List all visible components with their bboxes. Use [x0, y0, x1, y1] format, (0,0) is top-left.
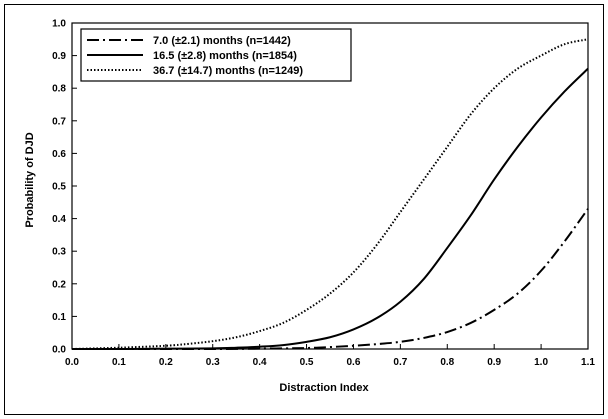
- x-tick-label: 0.8: [440, 357, 454, 368]
- legend-label-1: 7.0 (±2.1) months (n=1442): [153, 35, 291, 47]
- legend: 7.0 (±2.1) months (n=1442) 16.5 (±2.8) mo…: [80, 28, 352, 82]
- chart-frame: 0.0 0.1 0.2 0.3 0.4 0.5 0.6 0.7 0.8 0.9 1.0 1.1 0.0 0…: [4, 4, 604, 415]
- x-tick-label: 0.2: [159, 357, 173, 368]
- y-tick-label: 0.0: [52, 345, 66, 356]
- series-line-3: [71, 38, 589, 350]
- y-tick-label: 0.5: [52, 182, 66, 193]
- legend-label-2: 16.5 (±2.8) months (n=1854): [153, 50, 297, 62]
- x-tick-label: 0.1: [112, 357, 126, 368]
- series-lines: [71, 38, 589, 351]
- x-axis-title: Distraction Index: [279, 382, 369, 394]
- x-tick-label: 1.0: [534, 357, 548, 368]
- y-tick-label: 0.1: [52, 312, 66, 323]
- x-tick-label: 0.9: [487, 357, 501, 368]
- y-tick-label: 0.6: [52, 149, 66, 160]
- y-tick-label: 0.4: [52, 214, 66, 225]
- series-line-1: [71, 208, 589, 351]
- x-tick-label: 0.0: [65, 357, 79, 368]
- y-tick-label: 0.7: [52, 116, 66, 127]
- y-axis-title: Probability of DJD: [24, 132, 36, 227]
- tick-labels: 0.0 0.1 0.2 0.3 0.4 0.5 0.6 0.7 0.8 0.9 1.0 1.1 0.0 0…: [52, 19, 595, 369]
- probability-chart: 0.0 0.1 0.2 0.3 0.4 0.5 0.6 0.7 0.8 0.9 1.0 1.1 0.0 0…: [24, 19, 595, 395]
- y-tick-label: 0.2: [52, 279, 66, 290]
- x-tick-label: 0.6: [347, 357, 361, 368]
- y-tick-label: 1.0: [52, 19, 66, 30]
- legend-label-3: 36.7 (±14.7) months (n=1249): [153, 65, 303, 77]
- x-tick-label: 0.7: [393, 357, 407, 368]
- x-tick-label: 0.3: [206, 357, 220, 368]
- x-tick-label: 0.4: [253, 357, 267, 368]
- y-tick-label: 0.8: [52, 84, 66, 95]
- y-tick-label: 0.9: [52, 51, 66, 62]
- x-tick-label: 1.1: [581, 357, 595, 368]
- x-tick-label: 0.5: [300, 357, 314, 368]
- y-tick-label: 0.3: [52, 247, 66, 258]
- series-line-2: [71, 67, 589, 351]
